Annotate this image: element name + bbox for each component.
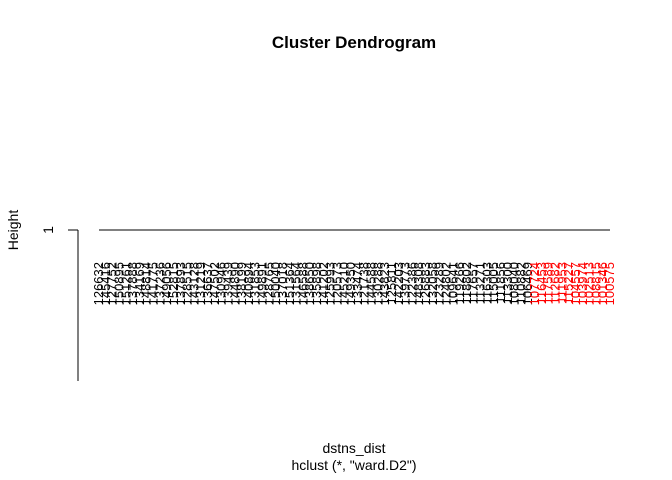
- leaf-label: 152815: [166, 262, 181, 305]
- leaf-label: 144890: [227, 262, 242, 305]
- leaf-label: 137893: [173, 262, 188, 305]
- leaf-label: 131564: [289, 262, 304, 305]
- leaf-label: 134169: [132, 262, 147, 305]
- leaf-label: 147502: [207, 262, 222, 305]
- leaf-label: 111953: [554, 262, 569, 303]
- leaf-label: 104557: [568, 262, 583, 305]
- leaf-label: 132058: [425, 262, 440, 305]
- leaf-label: 124802: [438, 262, 453, 305]
- leaf-label: 148814: [139, 262, 154, 305]
- leaf-label: 149891: [255, 262, 270, 305]
- leaf-label: 117657: [466, 262, 481, 304]
- leaf-label: 137888: [125, 262, 140, 305]
- leaf-label: 108040: [507, 262, 522, 305]
- leaf-label: 109641: [445, 262, 460, 305]
- leaf-label: 127752: [105, 262, 120, 305]
- leaf-label: 138199: [234, 262, 249, 305]
- leaf-label: 145416: [98, 262, 113, 305]
- leaf-label: 131853: [248, 262, 263, 305]
- leaf-label: 136637: [200, 262, 215, 305]
- leaf-label: 135898: [309, 262, 324, 305]
- leaf-label: 120573: [329, 262, 344, 305]
- leaf-label: 116453: [534, 262, 549, 304]
- chart-title: Cluster Dendrogram: [272, 33, 436, 52]
- leaf-label: 141202: [316, 262, 331, 305]
- leaf-label: 125811: [384, 262, 399, 304]
- leaf-label: 113300: [500, 262, 515, 304]
- leaf-label: 151364: [282, 262, 297, 305]
- leaf-label: 106469: [520, 262, 535, 305]
- leaf-label: 145210: [336, 262, 351, 305]
- leaf-label: 150895: [111, 262, 126, 305]
- leaf-label: 149056: [159, 262, 174, 305]
- leaf-label: 110882: [513, 262, 528, 304]
- leaf-label: 142203: [391, 262, 406, 305]
- leaf-label: 128765: [261, 262, 276, 305]
- leaf-label: 119266: [452, 262, 467, 304]
- leaf-label: 118802: [459, 262, 474, 304]
- leaf-label: 143823: [377, 262, 392, 305]
- leaf-label: 111856: [493, 262, 508, 303]
- leaf-label: 103974: [575, 262, 590, 305]
- leaf-label: 107724: [527, 262, 542, 305]
- leaf-label: 146588: [295, 262, 310, 305]
- leaf-label: 140894: [241, 262, 256, 305]
- leaf-label: 130946: [214, 262, 229, 305]
- leaf-label: 123289: [432, 262, 447, 305]
- leaf-label: 113271: [473, 262, 488, 304]
- leaf-label: 149350: [343, 262, 358, 305]
- leaf-label: 144588: [364, 262, 379, 305]
- leaf-label: 121738: [357, 262, 372, 305]
- leaf-label: 148308: [411, 262, 426, 305]
- leaf-label: 143128: [186, 262, 201, 305]
- leaf-label: 115227: [561, 262, 576, 304]
- leaf-label: 101346: [595, 262, 610, 305]
- leaf-label: 131219: [193, 262, 208, 305]
- leaf-label: 115005: [486, 262, 501, 304]
- leaf-label: 139439: [220, 262, 235, 305]
- leaf-label: 137236: [152, 262, 167, 305]
- leaf-label: 126632: [91, 262, 106, 305]
- y-axis-label: Height: [5, 210, 21, 251]
- leaf-label: 137018: [275, 262, 290, 305]
- leaf-label: 151261: [118, 262, 133, 305]
- leaf-label: 100575: [602, 262, 617, 305]
- leaf-label: 133474: [350, 262, 365, 305]
- leaf-label: 102513: [582, 262, 597, 305]
- leaf-label: 122386: [404, 262, 419, 305]
- y-tick-label: 1: [40, 226, 56, 234]
- leaf-label: 126883: [418, 262, 433, 305]
- leaf-label: 141775: [146, 262, 161, 305]
- leaf-label: 116303: [479, 262, 494, 304]
- leaf-label: 112682: [547, 262, 562, 304]
- leaf-label: 150040: [268, 262, 283, 305]
- x-axis-sublabel: hclust (*, "ward.D2"): [291, 457, 416, 473]
- leaf-labels: 1266321454161277521508951512611378881341…: [91, 262, 617, 305]
- leaf-label: 117589: [541, 262, 556, 304]
- leaf-label: 138650: [302, 262, 317, 305]
- leaf-label: 108815: [588, 262, 603, 305]
- leaf-label: 125993: [323, 262, 338, 305]
- leaf-label: 139773: [398, 262, 413, 305]
- leaf-label: 130288: [370, 262, 385, 305]
- leaf-label: 128515: [180, 262, 195, 305]
- x-axis-label: dstns_dist: [322, 440, 385, 456]
